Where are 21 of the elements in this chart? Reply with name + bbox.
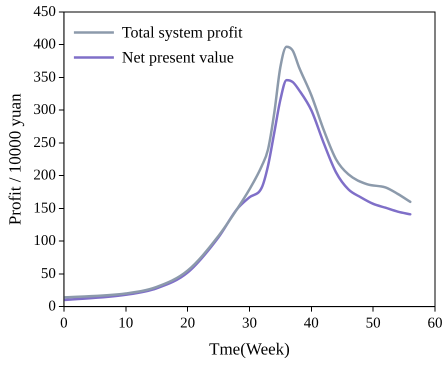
y-tick-label: 350 bbox=[33, 69, 56, 86]
x-axis-title: Tme(Week) bbox=[209, 339, 290, 358]
x-tick-label: 40 bbox=[304, 316, 319, 332]
legend-label: Net present value bbox=[122, 50, 234, 67]
y-axis-title: Profit / 10000 yuan bbox=[6, 92, 25, 226]
x-tick-label: 30 bbox=[242, 316, 257, 332]
x-tick-label: 60 bbox=[428, 316, 442, 332]
y-tick-label: 100 bbox=[33, 233, 56, 250]
legend-label: Total system profit bbox=[122, 24, 244, 42]
y-tick-label: 150 bbox=[33, 200, 56, 216]
x-tick-label: 50 bbox=[366, 316, 381, 332]
x-tick-label: 20 bbox=[180, 316, 196, 332]
y-tick-label: 450 bbox=[33, 4, 56, 20]
y-tick-label: 50 bbox=[40, 266, 56, 282]
x-tick-label: 0 bbox=[60, 316, 68, 332]
y-tick-label: 0 bbox=[48, 298, 56, 315]
y-tick-label: 200 bbox=[33, 168, 56, 184]
y-tick-label: 250 bbox=[33, 134, 56, 151]
x-tick-label: 10 bbox=[118, 316, 134, 332]
y-tick-label: 400 bbox=[33, 36, 56, 53]
y-tick-label: 300 bbox=[33, 102, 56, 118]
